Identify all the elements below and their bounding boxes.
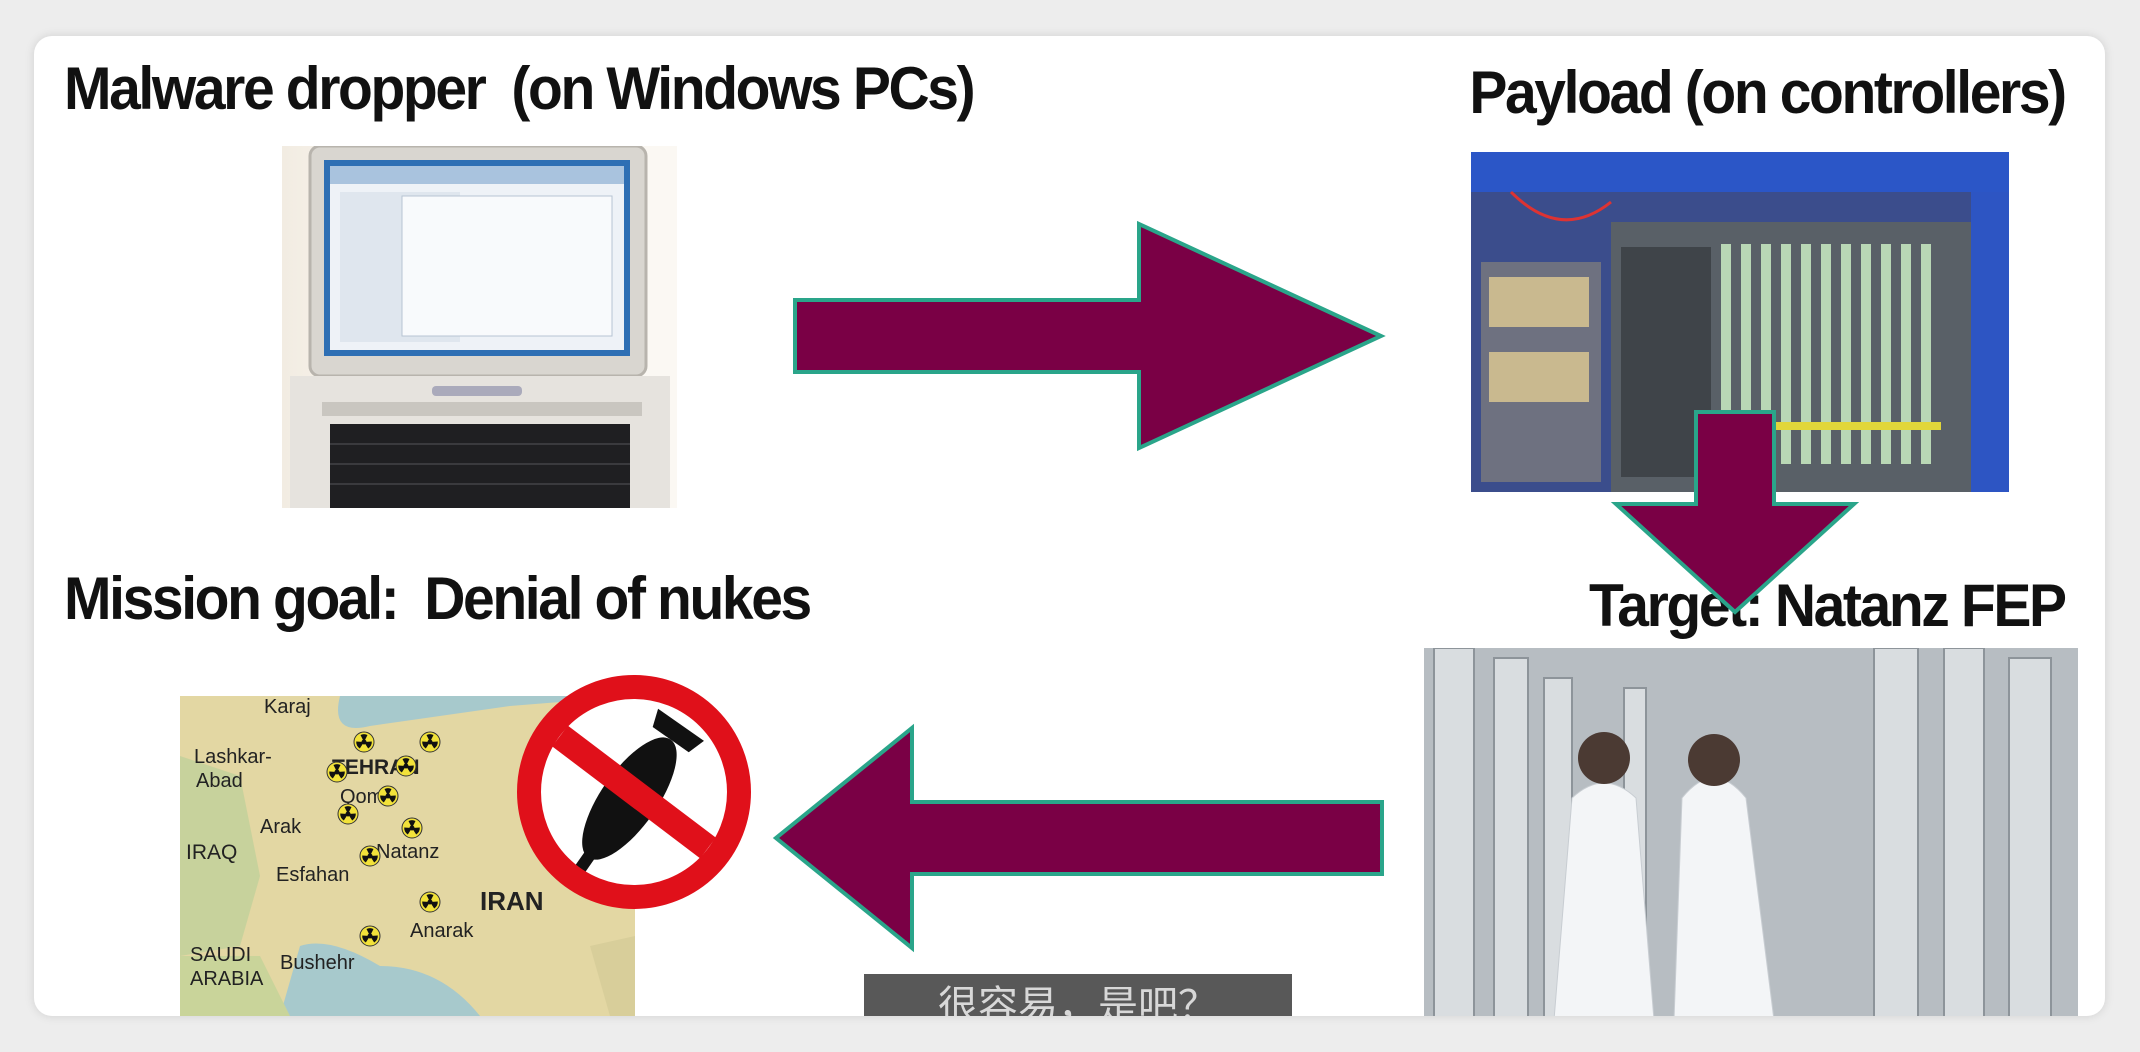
- right-arrow-icon: [793, 220, 1386, 452]
- down-arrow-icon: [1610, 410, 1860, 615]
- payload-heading: Payload (on controllers): [1469, 59, 2068, 126]
- map-label-arak: Arak: [260, 816, 302, 838]
- map-label-saudi: SAUDI: [190, 944, 252, 966]
- map-label-iraq: IRAQ: [186, 841, 238, 864]
- map-label-karaj: Karaj: [264, 696, 311, 718]
- map-label-abad: Abad: [196, 770, 243, 792]
- map-label-qom: Qom: [340, 786, 384, 808]
- left-arrow-icon: [772, 723, 1384, 953]
- map-label-bushehr: Bushehr: [280, 952, 355, 974]
- map-label-iran: IRAN: [480, 886, 544, 916]
- presentation-slide: Malware dropper (on Windows PCs) Payload…: [34, 36, 2105, 1016]
- natanz-centrifuge-photo: [1424, 648, 2078, 1016]
- map-label-arabia: ARABIA: [190, 968, 264, 990]
- laptop-photo: [282, 146, 677, 508]
- no-bomb-icon: [517, 675, 751, 909]
- map-label-lashkar: Lashkar-: [194, 746, 272, 768]
- malware-dropper-heading: Malware dropper (on Windows PCs): [64, 55, 976, 122]
- map-label-anarak: Anarak: [410, 920, 474, 942]
- mission-goal-heading: Mission goal: Denial of nukes: [64, 565, 812, 632]
- map-label-esfahan: Esfahan: [276, 864, 350, 886]
- video-subtitle: 很容易，是吧？: [864, 974, 1292, 1016]
- map-label-natanz: Natanz: [376, 841, 440, 863]
